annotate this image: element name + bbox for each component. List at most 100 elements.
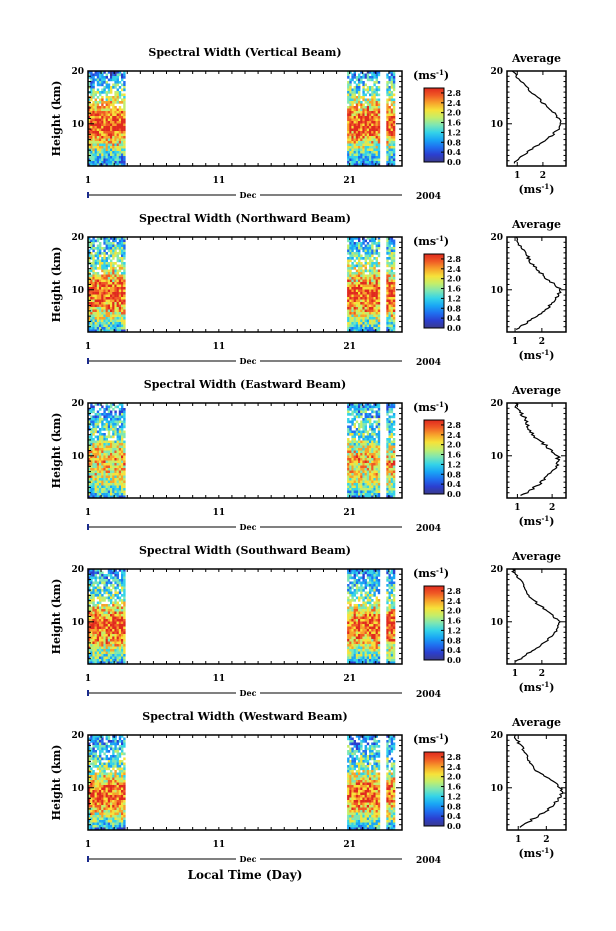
heatmap-cell [377, 128, 381, 132]
heatmap-cell [369, 302, 372, 305]
heatmap-cell [110, 609, 113, 612]
heatmap-cell [123, 596, 126, 600]
panel-2: Spectral Width (Northward Beam)1020Heigh… [50, 212, 567, 368]
heatmap-cell [358, 423, 361, 426]
heatmap-cell [90, 581, 93, 585]
heatmap-cell [371, 156, 374, 159]
heatmap-cell [92, 458, 95, 461]
heatmap-cell [364, 88, 367, 92]
heatmap-cell [114, 284, 117, 288]
heatmap-cell [103, 254, 106, 258]
heatmap-cell [373, 405, 376, 409]
heatmap-cell [358, 488, 361, 491]
heatmap-cell [116, 131, 119, 134]
heatmap-cell [390, 237, 394, 240]
heatmap-cell [114, 629, 117, 632]
heatmap-cell [386, 405, 389, 409]
heatmap-cell [88, 111, 91, 114]
heatmap-cell [101, 264, 104, 268]
heatmap-cell [386, 86, 389, 89]
heatmap-cell [349, 106, 352, 109]
heatmap-cell [375, 131, 378, 134]
heatmap-cell [92, 86, 95, 89]
average-y-tick-label: 20 [490, 67, 503, 77]
heatmap-cell [121, 629, 124, 632]
heatmap-cell [118, 624, 122, 627]
heatmap-cell [110, 101, 113, 104]
heatmap-cell [103, 151, 106, 154]
heatmap-cell [90, 158, 93, 162]
heatmap-cell [88, 639, 91, 642]
heatmap-cell [369, 455, 372, 459]
heatmap-cell [358, 304, 361, 308]
heatmap-cell [121, 455, 124, 459]
heatmap-cell [392, 158, 396, 162]
heatmap-cell [360, 101, 363, 104]
heatmap-cell [366, 490, 370, 494]
heatmap-cell [392, 413, 396, 416]
heatmap-cell [371, 88, 374, 92]
heatmap-cell [366, 312, 370, 315]
heatmap-cell [362, 480, 365, 484]
heatmap-cell [92, 141, 95, 144]
heatmap-cell [88, 644, 91, 647]
heatmap-cell [362, 460, 365, 464]
heatmap-cell [347, 252, 350, 255]
heatmap-cell [96, 91, 100, 94]
heatmap-cell [371, 111, 374, 114]
heatmap-cell [110, 113, 113, 117]
heatmap-cell [366, 146, 370, 149]
heatmap-cell [121, 309, 124, 313]
heatmap-cell [116, 81, 119, 84]
heatmap-cell [121, 141, 124, 144]
heatmap-cell [362, 490, 365, 494]
heatmap-cell [390, 121, 394, 124]
heatmap-cell [390, 309, 394, 313]
heatmap-cell [347, 274, 350, 278]
heatmap-cell [377, 438, 381, 441]
heatmap-cell [112, 651, 115, 655]
heatmap-cell [360, 118, 363, 122]
heatmap-cell [103, 581, 106, 585]
heatmap-cell [112, 297, 115, 300]
heatmap-cell [114, 91, 117, 94]
heatmap-cell [107, 646, 111, 650]
heatmap-cell [371, 148, 374, 152]
heatmap-cell [355, 272, 359, 275]
heatmap-cell [369, 478, 372, 481]
heatmap-cell [121, 292, 124, 295]
average-profile-line [514, 402, 562, 496]
heatmap-cell [112, 324, 115, 328]
heatmap-cell [96, 163, 100, 167]
heatmap-cell [123, 274, 126, 278]
heatmap-cell [364, 252, 367, 255]
heatmap-cell [347, 448, 350, 451]
heatmap-cell [94, 78, 97, 82]
heatmap-cell [118, 264, 122, 268]
heatmap-cell [347, 438, 350, 441]
heatmap-cell [369, 111, 372, 114]
heatmap-cell [88, 649, 91, 652]
heatmap-cell [118, 604, 122, 607]
heatmap-cell [116, 418, 119, 421]
heatmap-cell [112, 460, 115, 464]
heatmap-cell [94, 252, 97, 255]
heatmap-cell [90, 156, 93, 159]
heatmap-cell [355, 453, 359, 456]
heatmap-cell [99, 116, 102, 119]
heatmap-cell [103, 418, 106, 421]
heatmap-cell [107, 470, 111, 474]
heatmap-cell [123, 611, 126, 615]
heatmap-cell [92, 287, 95, 290]
heatmap-cell [114, 153, 117, 157]
heatmap-cell [388, 111, 391, 114]
heatmap-cell [371, 455, 374, 459]
heatmap-cell [107, 624, 111, 627]
heatmap-cell [353, 307, 356, 310]
heatmap-cell [112, 448, 115, 451]
heatmap-cell [110, 73, 113, 77]
heatmap-cell [349, 252, 352, 255]
heatmap-cell [355, 304, 359, 308]
heatmap-cell [386, 460, 389, 464]
